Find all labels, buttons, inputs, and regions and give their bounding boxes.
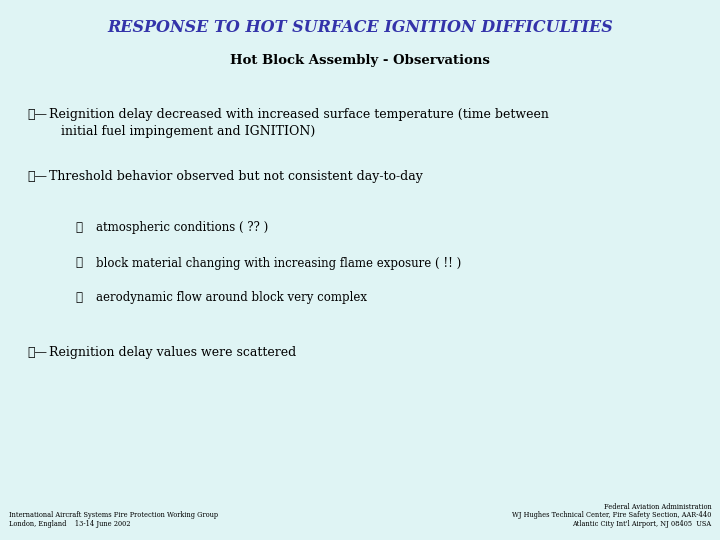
Text: Federal Aviation Administration: Federal Aviation Administration bbox=[603, 503, 711, 511]
Text: WJ Hughes Technical Center, Fire Safety Section, AAR-440: WJ Hughes Technical Center, Fire Safety … bbox=[512, 511, 711, 519]
Text: ℵ: ℵ bbox=[76, 221, 83, 234]
Text: Atlantic City Int'l Airport, NJ 08405  USA: Atlantic City Int'l Airport, NJ 08405 US… bbox=[572, 520, 711, 528]
Text: ✂—: ✂— bbox=[27, 346, 48, 359]
Text: block material changing with increasing flame exposure ( !! ): block material changing with increasing … bbox=[96, 256, 461, 269]
Text: ✂—: ✂— bbox=[27, 108, 48, 121]
Text: aerodynamic flow around block very complex: aerodynamic flow around block very compl… bbox=[96, 291, 366, 303]
Text: RESPONSE TO HOT SURFACE IGNITION DIFFICULTIES: RESPONSE TO HOT SURFACE IGNITION DIFFICU… bbox=[107, 19, 613, 36]
Text: International Aircraft Systems Fire Protection Working Group: International Aircraft Systems Fire Prot… bbox=[9, 511, 217, 519]
Text: Reignition delay values were scattered: Reignition delay values were scattered bbox=[49, 346, 296, 359]
Text: Reignition delay decreased with increased surface temperature (time between
   i: Reignition delay decreased with increase… bbox=[49, 108, 549, 138]
Text: atmospheric conditions ( ?? ): atmospheric conditions ( ?? ) bbox=[96, 221, 268, 234]
Text: London, England    13-14 June 2002: London, England 13-14 June 2002 bbox=[9, 520, 130, 528]
Text: Hot Block Assembly - Observations: Hot Block Assembly - Observations bbox=[230, 54, 490, 67]
Text: ℵ: ℵ bbox=[76, 256, 83, 269]
Text: Threshold behavior observed but not consistent day-to-day: Threshold behavior observed but not cons… bbox=[49, 170, 423, 183]
Text: ✂—: ✂— bbox=[27, 170, 48, 183]
Text: ℵ: ℵ bbox=[76, 291, 83, 303]
